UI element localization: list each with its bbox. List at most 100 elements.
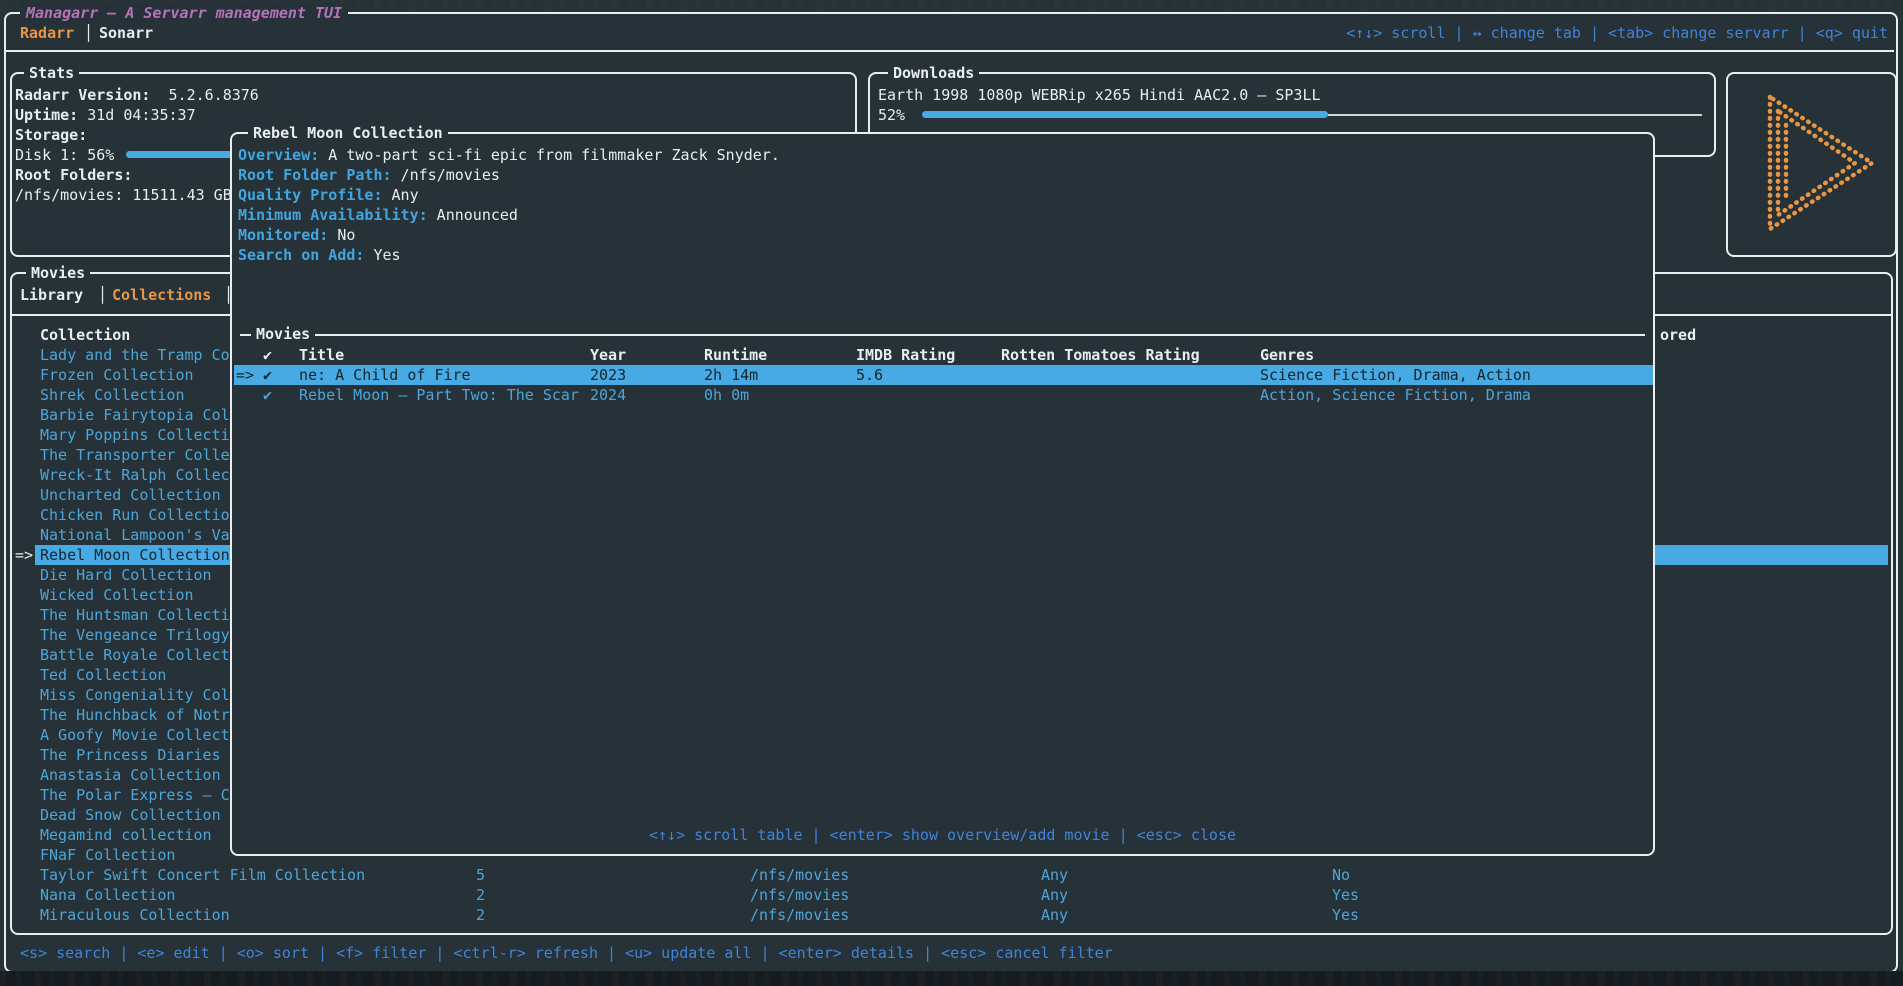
collection-name: Nana Collection xyxy=(40,886,176,904)
tab-sonarr[interactable]: Sonarr xyxy=(99,24,154,42)
downloads-panel-title: Downloads xyxy=(888,63,980,83)
col-header-title: Title xyxy=(299,346,345,364)
collection-name: Taylor Swift Concert Film Collection xyxy=(40,866,366,884)
collection-name: Lady and the Tramp Co xyxy=(40,346,230,364)
modal-field: Quality Profile: Any xyxy=(238,185,419,205)
top-edge-strip xyxy=(0,0,1903,11)
collection-row[interactable]: Barbie Fairytopia Col xyxy=(12,405,1891,425)
movie-genres: Science Fiction, Drama, Action xyxy=(1260,366,1531,384)
modal-field: Overview: A two-part sci-fi epic from fi… xyxy=(238,145,780,165)
col-header-check: ✔ xyxy=(263,346,273,364)
modal-field-label: Root Folder Path: xyxy=(238,166,392,184)
collection-row[interactable]: National Lampoon's Va xyxy=(12,525,1891,545)
stats-version-value: 5.2.6.8376 xyxy=(168,86,259,104)
selected-movie-highlight xyxy=(234,365,1653,385)
movies-tab-separator-2: │ xyxy=(224,286,234,304)
modal-field-value: A two-part sci-fi epic from filmmaker Za… xyxy=(319,146,780,164)
modal-field: Search on Add: Yes xyxy=(238,245,401,265)
collection-name: Shrek Collection xyxy=(40,386,185,404)
modal-field: Monitored: No xyxy=(238,225,355,245)
collection-col-value: Yes xyxy=(1332,886,1360,904)
collection-col-value: Any xyxy=(1041,906,1069,924)
monitored-column-header-fragment: ored xyxy=(1660,326,1697,344)
stats-uptime-value: 31d 04:35:37 xyxy=(87,106,196,124)
col-header-rt: Rotten Tomatoes Rating xyxy=(1001,346,1200,364)
collection-row[interactable]: The Huntsman Collecti xyxy=(12,605,1891,625)
tab-library[interactable]: Library xyxy=(20,286,84,304)
collection-row[interactable]: The Hunchback of Notr xyxy=(12,705,1891,725)
collection-row[interactable]: The Vengeance Trilogy xyxy=(12,625,1891,645)
collection-name: Ted Collection xyxy=(40,666,167,684)
app-title: Managarr – A Servarr management TUI xyxy=(20,3,349,23)
movies-panel-title: Movies xyxy=(26,263,91,283)
servarr-tab-separator: │ xyxy=(84,24,94,42)
monitored-check-icon: ✔ xyxy=(263,366,273,384)
collection-row[interactable]: Ted Collection xyxy=(12,665,1891,685)
modal-field: Root Folder Path: /nfs/movies xyxy=(238,165,500,185)
collection-row[interactable]: The Princess Diaries xyxy=(12,745,1891,765)
collection-row[interactable]: Miss Congeniality Col xyxy=(12,685,1891,705)
collection-name: Dead Snow Collection xyxy=(40,806,221,824)
collection-row[interactable]: The Polar Express – C xyxy=(12,785,1891,805)
modal-field-value: Yes xyxy=(364,246,401,264)
collection-row[interactable]: FNaF Collection xyxy=(12,845,1891,865)
collection-col-value: Yes xyxy=(1332,906,1360,924)
col-header-genres: Genres xyxy=(1260,346,1315,364)
modal-field: Minimum Availability: Announced xyxy=(238,205,518,225)
collection-row[interactable]: Die Hard Collection xyxy=(12,565,1891,585)
tab-collections[interactable]: Collections xyxy=(112,286,212,304)
download-progress-track xyxy=(1328,114,1702,116)
movie-row[interactable]: => ✔ ne: A Child of Fire 2023 2h 14m 5.6 Scien… xyxy=(232,365,1653,385)
collection-row[interactable]: The Transporter Colle xyxy=(12,445,1891,465)
collection-row[interactable]: Nana Collection 2/nfs/movies Any Yes xyxy=(12,885,1891,905)
collection-row[interactable]: Lady and the Tramp Co xyxy=(12,345,1891,365)
collection-row[interactable]: Dead Snow Collection xyxy=(12,805,1891,825)
movies-tab-separator-1: │ xyxy=(98,286,108,304)
collection-name: The Princess Diaries xyxy=(40,746,221,764)
bottom-keybind-help: <s> search | <e> edit | <o> sort | <f> f… xyxy=(20,944,1113,962)
stats-storage-label: Storage: xyxy=(15,126,88,144)
collection-name: Chicken Run Collectio xyxy=(40,506,230,524)
collection-row[interactable]: Miraculous Collection 2/nfs/movies Any Yes xyxy=(12,905,1891,925)
collection-col-value: /nfs/movies xyxy=(750,906,850,924)
collection-row[interactable]: Shrek Collection xyxy=(12,385,1891,405)
collection-row[interactable]: Mary Poppins Collecti xyxy=(12,425,1891,445)
downloads-panel: Downloads Earth 1998 1080p WEBRip x265 H… xyxy=(868,63,1716,157)
collection-row[interactable]: Battle Royale Collect xyxy=(12,645,1891,665)
collection-row[interactable]: Wicked Collection xyxy=(12,585,1891,605)
movie-runtime: 2h 14m xyxy=(704,366,759,384)
modal-field-label: Overview: xyxy=(238,146,320,164)
collection-name: FNaF Collection xyxy=(40,846,176,864)
movie-title: Rebel Moon – Part Two: The Scar xyxy=(299,386,579,404)
modal-field-label: Search on Add: xyxy=(238,246,365,264)
col-header-year: Year xyxy=(590,346,627,364)
collection-col-value: /nfs/movies xyxy=(750,886,850,904)
movie-title: ne: A Child of Fire xyxy=(299,366,471,384)
collection-name: The Polar Express – C xyxy=(40,786,230,804)
collection-row[interactable]: Wreck-It Ralph Collec xyxy=(12,465,1891,485)
collection-row[interactable]: Uncharted Collection xyxy=(12,485,1891,505)
logo-panel xyxy=(1726,72,1897,257)
collection-col-value: 2 xyxy=(476,886,486,904)
collection-row[interactable]: Frozen Collection xyxy=(12,365,1891,385)
collection-row[interactable]: Megamind collection xyxy=(12,825,1891,845)
modal-field-value: Any xyxy=(382,186,419,204)
collection-col-value: 2 xyxy=(476,906,486,924)
collection-name: Rebel Moon Collection xyxy=(40,546,230,564)
col-header-runtime: Runtime xyxy=(704,346,768,364)
collection-row[interactable]: Taylor Swift Concert Film Collection 5/nf… xyxy=(12,865,1891,885)
top-keybind-help: <↑↓> scroll | ↔ change tab | <tab> chang… xyxy=(1346,24,1888,42)
movie-row[interactable]: ✔ Rebel Moon – Part Two: The Scar 2024 0h 0… xyxy=(232,385,1653,405)
tab-radarr[interactable]: Radarr xyxy=(20,24,75,42)
collection-col-value: /nfs/movies xyxy=(750,866,850,884)
collection-row[interactable]: Chicken Run Collectio xyxy=(12,505,1891,525)
collection-row[interactable]: A Goofy Movie Collect xyxy=(12,725,1891,745)
collection-name: Megamind collection xyxy=(40,826,212,844)
movie-year: 2023 xyxy=(590,366,627,384)
collection-col-value: No xyxy=(1332,866,1351,884)
collection-row[interactable]: Anastasia Collection xyxy=(12,765,1891,785)
collection-col-value: Any xyxy=(1041,886,1069,904)
collection-col-value: 5 xyxy=(476,866,486,884)
selection-arrow: => xyxy=(15,546,34,564)
stats-uptime-label: Uptime: xyxy=(15,106,79,124)
